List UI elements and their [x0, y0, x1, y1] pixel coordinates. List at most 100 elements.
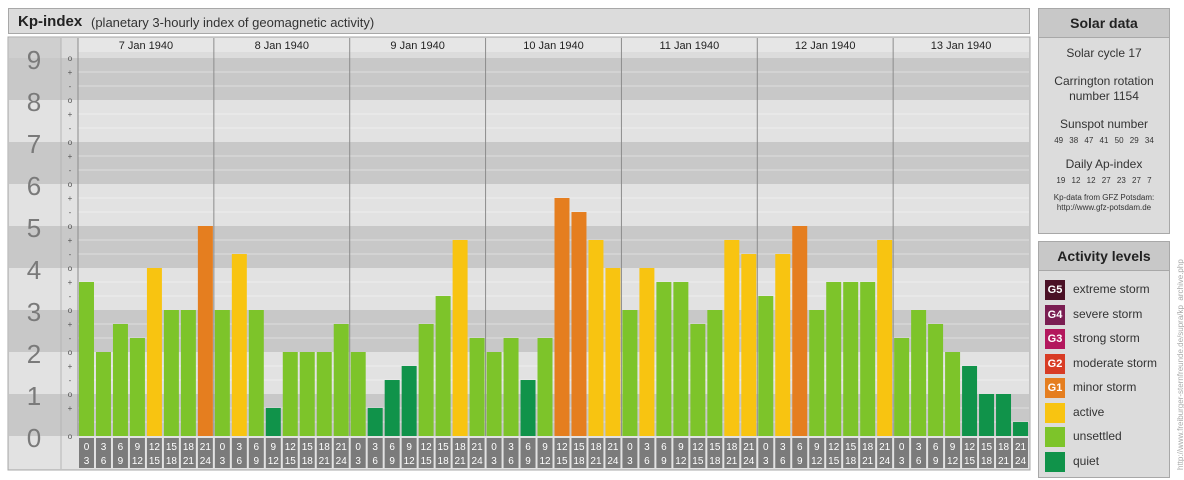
band-2: [9, 310, 1029, 352]
interval-start-label: 0: [627, 442, 633, 453]
y-sub-label: +: [68, 152, 73, 161]
interval-cell: [622, 438, 638, 468]
interval-start-label: 15: [709, 442, 721, 453]
interval-end-label: 9: [933, 456, 939, 467]
interval-end-label: 6: [508, 456, 514, 467]
interval-cell: [537, 438, 553, 468]
kp-bar: [112, 323, 128, 436]
interval-start-label: 21: [1015, 442, 1027, 453]
kp-bar: [639, 268, 655, 436]
chart-title-bar: Kp-index (planetary 3-hourly index of ge…: [8, 8, 1030, 34]
interval-cell: [605, 438, 621, 468]
level-label: severe storm: [1073, 306, 1143, 321]
level-label: unsettled: [1073, 429, 1122, 443]
interval-cell: [452, 438, 468, 468]
y-sub-label: -: [69, 208, 72, 217]
y-sub-label: +: [68, 194, 73, 203]
kp-bar: [79, 281, 94, 436]
interval-cell: [775, 438, 791, 468]
band-1: [9, 352, 1029, 394]
y-tick-label: 6: [27, 171, 41, 201]
kp-bar: [622, 310, 638, 436]
interval-end-label: 3: [491, 456, 497, 467]
y-sub-label: +: [68, 68, 73, 77]
y-sub-label: o: [68, 54, 73, 63]
interval-cell: [129, 438, 145, 468]
interval-end-label: 24: [1015, 456, 1027, 467]
y-tick-label: 1: [27, 381, 41, 411]
interval-end-label: 21: [455, 456, 467, 467]
interval-end-label: 24: [879, 456, 891, 467]
interval-start-label: 18: [998, 442, 1010, 453]
y-sub-label: -: [69, 376, 72, 385]
interval-start-label: 9: [542, 442, 548, 453]
interval-cell: [707, 438, 723, 468]
interval-cell: [877, 438, 893, 468]
y-tick-label: 4: [27, 255, 41, 285]
interval-end-label: 15: [421, 456, 433, 467]
kp-bar: [554, 197, 570, 436]
interval-cell: [639, 438, 655, 468]
y-sub-label: +: [68, 278, 73, 287]
kp-bar: [418, 323, 434, 436]
kp-bar: [571, 212, 587, 436]
interval-end-label: 24: [200, 456, 212, 467]
interval-end-label: 9: [797, 456, 803, 467]
level-minor-storm: G1 minor storm: [1045, 378, 1169, 398]
interval-cell: [690, 438, 706, 468]
interval-cell: [112, 438, 128, 468]
y-tick-label: 2: [27, 339, 41, 369]
interval-end-label: 12: [404, 456, 416, 467]
y-sub-label: -: [69, 82, 72, 91]
kp-bar: [384, 380, 400, 436]
interval-cell: [571, 438, 587, 468]
interval-cell: [860, 438, 876, 468]
y-sub-label: +: [68, 236, 73, 245]
y-tick-label: 7: [27, 129, 41, 159]
y-sub-label: o: [68, 180, 73, 189]
kp-bar: [809, 310, 825, 436]
level-swatch: G1: [1045, 378, 1065, 398]
interval-end-label: 18: [709, 456, 721, 467]
interval-start-label: 9: [135, 442, 141, 453]
interval-cell: [265, 438, 281, 468]
level-strong-storm: G3 strong storm: [1045, 329, 1169, 349]
interval-end-label: 6: [916, 456, 922, 467]
interval-end-label: 3: [220, 456, 226, 467]
interval-cell: [316, 438, 332, 468]
interval-cell: [214, 438, 230, 468]
solar-data-title: Solar data: [1039, 9, 1169, 38]
interval-end-label: 24: [472, 456, 484, 467]
interval-end-label: 9: [525, 456, 531, 467]
interval-start-label: 12: [285, 442, 297, 453]
kp-bar: [401, 365, 417, 436]
interval-end-label: 24: [336, 456, 348, 467]
interval-end-label: 21: [998, 456, 1010, 467]
interval-end-label: 6: [237, 456, 243, 467]
interval-start-label: 0: [491, 442, 497, 453]
y-tick-label: 8: [27, 87, 41, 117]
interval-start-label: 0: [355, 442, 361, 453]
y-sub-label: +: [68, 320, 73, 329]
kp-bar: [163, 310, 179, 436]
interval-start-label: 3: [780, 442, 786, 453]
y-sub-label: o: [68, 432, 73, 441]
interval-end-label: 6: [101, 456, 107, 467]
interval-cell: [962, 438, 978, 468]
interval-start-label: 15: [438, 442, 450, 453]
interval-end-label: 15: [149, 456, 161, 467]
band-6: [9, 142, 1029, 184]
band-0: [9, 394, 1029, 436]
interval-cell: [894, 438, 910, 468]
interval-end-label: 18: [573, 456, 585, 467]
interval-end-label: 18: [166, 456, 178, 467]
interval-start-label: 9: [271, 442, 277, 453]
interval-start-label: 9: [678, 442, 684, 453]
y-tick-label: 5: [27, 213, 41, 243]
interval-cell: [911, 438, 927, 468]
kp-bar: [894, 338, 910, 436]
interval-end-label: 6: [644, 456, 650, 467]
interval-start-label: 6: [254, 442, 260, 453]
solar-data-panel: Solar data Solar cycle 17 Carrington rot…: [1038, 8, 1170, 234]
interval-end-label: 21: [862, 456, 874, 467]
